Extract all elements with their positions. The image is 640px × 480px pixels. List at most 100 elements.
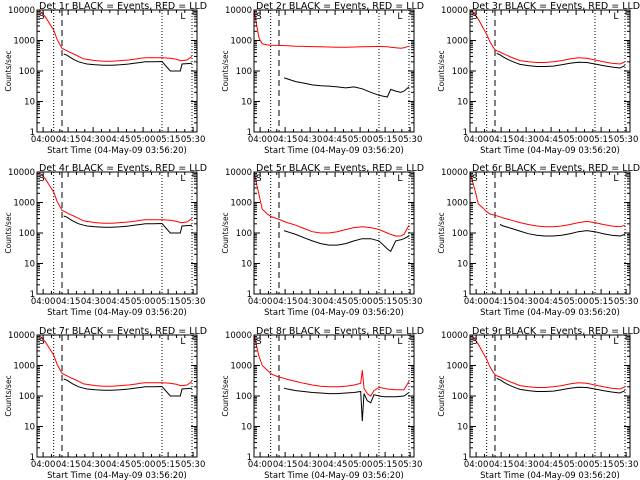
- x-tick-label: 04:15: [489, 297, 514, 307]
- x-tick-label: 05:00: [131, 297, 156, 307]
- x-tick-label: 05:15: [156, 297, 181, 307]
- lld-series-line: [38, 172, 193, 224]
- y-tick-label: 10: [24, 98, 35, 108]
- x-axis-label: Start Time (04-May-09 03:56:20): [480, 146, 620, 156]
- x-tick-label: 04:15: [273, 460, 298, 470]
- x-tick-label: 04:00: [248, 460, 273, 470]
- events-series-line: [63, 53, 193, 72]
- x-tick-label: 04:15: [56, 135, 81, 145]
- y-tick-label: 1: [247, 290, 252, 300]
- y-tick-label: 100: [236, 392, 252, 402]
- y-tick-label: 1000: [230, 37, 252, 47]
- x-tick-label: 04:00: [464, 135, 489, 145]
- y-tick-label: 1: [30, 453, 35, 463]
- plot-frame: [469, 334, 631, 458]
- y-tick-label: 100: [452, 229, 468, 239]
- corner-marker-left: S: [472, 174, 478, 184]
- events-series-line: [496, 377, 626, 394]
- x-tick-label: 04:45: [106, 297, 131, 307]
- x-tick-label: 05:00: [348, 297, 373, 307]
- x-tick-label: 04:00: [248, 135, 273, 145]
- panel-det-5: Det 5r BLACK = Events, RED = LLD 1 10 100 10…: [221, 163, 424, 318]
- y-tick-label: 10: [241, 98, 252, 108]
- y-axis-label: Counts/sec: [221, 212, 230, 253]
- events-series-line: [283, 387, 410, 422]
- y-tick-label: 10: [24, 260, 35, 270]
- events-series-line: [283, 77, 410, 98]
- x-tick-label: 04:30: [514, 135, 539, 145]
- plot-frame: [469, 9, 631, 133]
- corner-marker-right: L: [613, 337, 618, 347]
- y-tick-label: 100: [452, 392, 468, 402]
- y-tick-label: 1: [463, 453, 468, 463]
- x-tick-label: 04:00: [248, 297, 273, 307]
- x-tick-label: 05:00: [564, 297, 589, 307]
- y-tick-label: 1: [30, 128, 35, 138]
- lld-series-line: [254, 172, 410, 237]
- x-axis-label: Start Time (04-May-09 03:56:20): [47, 308, 187, 318]
- y-tick-label: 1000: [230, 199, 252, 209]
- events-series-line: [63, 215, 193, 234]
- corner-marker-right: L: [180, 337, 185, 347]
- y-tick-label: 100: [19, 229, 35, 239]
- x-tick-label: 04:00: [31, 135, 56, 145]
- lld-series-line: [254, 335, 410, 397]
- y-tick-label: 1000: [230, 362, 252, 372]
- y-tick-label: 100: [19, 67, 35, 77]
- x-tick-label: 05:30: [398, 135, 423, 145]
- panel-title: Det 8r BLACK = Events, RED = LLD: [256, 326, 424, 337]
- x-tick-label: 04:30: [298, 135, 323, 145]
- x-tick-label: 04:45: [539, 135, 564, 145]
- x-tick-label: 04:45: [539, 460, 564, 470]
- lld-series-line: [254, 10, 410, 49]
- x-tick-label: 04:45: [106, 460, 131, 470]
- y-tick-label: 1000: [446, 37, 468, 47]
- corner-marker-right: L: [613, 12, 618, 22]
- x-tick-label: 05:00: [131, 460, 156, 470]
- x-tick-label: 04:45: [323, 135, 348, 145]
- x-tick-label: 05:00: [131, 135, 156, 145]
- y-tick-label: 10: [241, 260, 252, 270]
- x-tick-label: 05:15: [589, 460, 614, 470]
- y-tick-label: 100: [452, 67, 468, 77]
- x-tick-label: 05:30: [614, 460, 639, 470]
- corner-marker-right: L: [397, 174, 402, 184]
- x-tick-label: 05:30: [614, 135, 639, 145]
- x-tick-label: 05:30: [614, 297, 639, 307]
- corner-marker-left: S: [39, 174, 45, 184]
- corner-marker-left: S: [256, 337, 262, 347]
- panel-title: Det 9r BLACK = Events, RED = LLD: [472, 326, 640, 337]
- corner-marker-left: S: [256, 12, 262, 22]
- x-tick-label: 05:15: [373, 297, 398, 307]
- events-series-line: [499, 224, 626, 237]
- x-tick-label: 04:00: [31, 297, 56, 307]
- x-tick-label: 04:15: [273, 297, 298, 307]
- panel-det-2: Det 2r BLACK = Events, RED = LLD 1 10 100 10…: [221, 1, 424, 156]
- x-axis-label: Start Time (04-May-09 03:56:20): [264, 471, 404, 480]
- x-tick-label: 04:00: [464, 460, 489, 470]
- x-tick-label: 04:15: [273, 135, 298, 145]
- y-tick-label: 10: [241, 423, 252, 433]
- x-tick-label: 04:45: [323, 297, 348, 307]
- x-tick-label: 04:30: [81, 297, 106, 307]
- y-axis-label: Counts/sec: [437, 50, 446, 91]
- panel-det-7: Det 7r BLACK = Events, RED = LLD 1 10 100 10…: [4, 326, 207, 480]
- panel-title: Det 6r BLACK = Events, RED = LLD: [472, 163, 640, 174]
- x-tick-label: 04:15: [56, 297, 81, 307]
- y-axis-label: Counts/sec: [4, 375, 13, 416]
- corner-marker-left: S: [472, 337, 478, 347]
- y-tick-label: 1: [463, 290, 468, 300]
- y-tick-label: 1: [247, 128, 252, 138]
- panel-title: Det 2r BLACK = Events, RED = LLD: [256, 1, 424, 12]
- panel-det-8: Det 8r BLACK = Events, RED = LLD 1 10 100 10…: [221, 326, 424, 480]
- y-tick-label: 1000: [13, 362, 35, 372]
- x-tick-label: 04:00: [464, 297, 489, 307]
- x-tick-label: 05:30: [181, 135, 206, 145]
- x-tick-label: 04:30: [81, 460, 106, 470]
- x-tick-label: 05:15: [373, 460, 398, 470]
- x-tick-label: 04:30: [514, 297, 539, 307]
- y-tick-label: 10000: [8, 168, 35, 178]
- corner-marker-right: L: [180, 174, 185, 184]
- y-axis-label: Counts/sec: [221, 375, 230, 416]
- y-tick-label: 10000: [441, 331, 468, 341]
